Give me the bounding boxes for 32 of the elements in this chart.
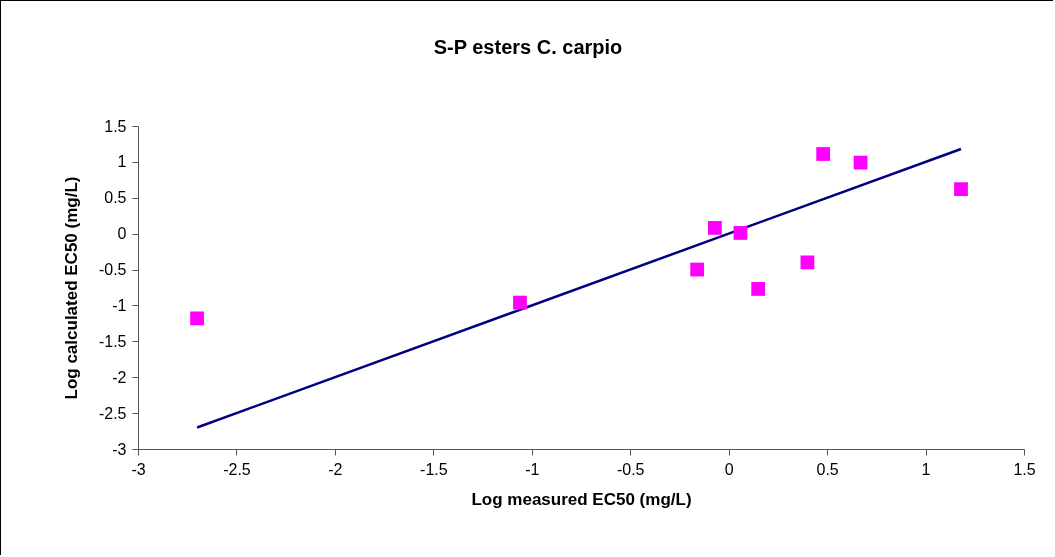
- point: [190, 311, 204, 326]
- point: [733, 226, 748, 240]
- point: [954, 182, 968, 197]
- point: [707, 221, 722, 235]
- point: [751, 282, 766, 296]
- y-tick-label: 0.5: [104, 189, 127, 207]
- x-tick-label: -2.5: [223, 460, 251, 478]
- y-tick-label: 1.5: [104, 117, 127, 135]
- chart-title: S-P esters C. carpio: [433, 36, 623, 58]
- x-tick-label: 0: [724, 460, 734, 478]
- point: [800, 255, 815, 270]
- x-tick-label: -1.5: [420, 460, 448, 478]
- y-tick-label: -2: [112, 368, 127, 386]
- x-tick-label: -3: [131, 460, 146, 478]
- x-tick-label: -2: [328, 460, 343, 478]
- y-tick-label: 1: [117, 153, 127, 171]
- y-tick-label: -1: [112, 296, 127, 314]
- y-tick-label: 0: [117, 225, 127, 243]
- y-tick-label: -0.5: [98, 261, 127, 279]
- y-tick-label: -2.5: [98, 404, 127, 422]
- x-tick-label: 1: [921, 460, 931, 478]
- x-tick-label: 0.5: [816, 460, 839, 478]
- y-tick-label: -1.5: [98, 332, 127, 350]
- x-tick-label: 1.5: [1013, 460, 1036, 478]
- point: [690, 262, 705, 277]
- x-tick-label: -1: [525, 460, 540, 478]
- y-axis-title: Log calculated EC50 (mg/L): [61, 176, 81, 400]
- y-tick-label: -3: [112, 440, 127, 458]
- x-tick-label: -0.5: [616, 460, 645, 478]
- point: [816, 147, 831, 161]
- x-axis-title: Log measured EC50 (mg/L): [471, 489, 692, 509]
- point: [513, 295, 527, 310]
